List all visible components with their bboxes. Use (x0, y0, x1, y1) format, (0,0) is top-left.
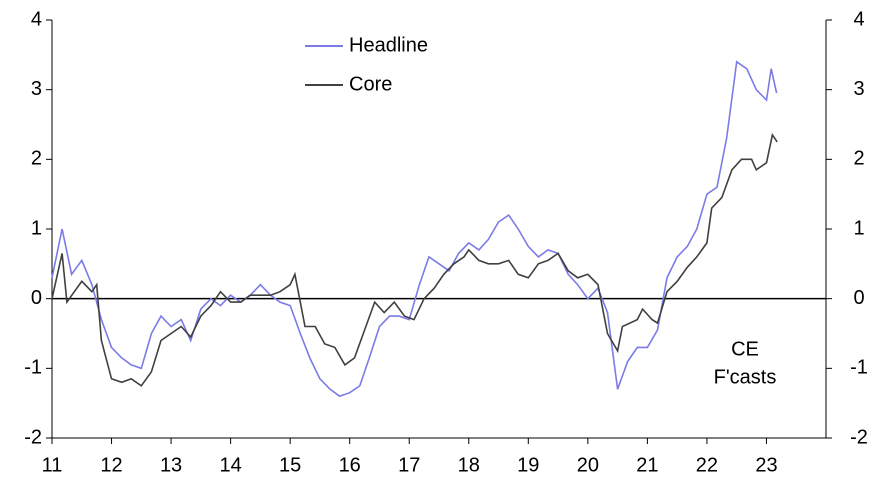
annotation: F'casts (714, 366, 777, 388)
x-tick-label: 16 (339, 454, 361, 476)
y2-tick-label: -2 (850, 426, 868, 448)
series-line (51, 60, 778, 398)
y2-tick-label: 3 (853, 78, 864, 100)
y2-tick-label: 4 (853, 8, 864, 30)
y-tick-label: -2 (24, 426, 42, 448)
y-tick-label: 1 (31, 217, 42, 239)
y-tick-label: 3 (31, 78, 42, 100)
x-tick-label: 23 (755, 454, 777, 476)
x-tick-label: 19 (517, 454, 539, 476)
x-tick-label: 12 (100, 454, 122, 476)
x-tick-label: 17 (398, 454, 420, 476)
y2-tick-label: 2 (853, 148, 864, 170)
x-tick-label: 22 (696, 454, 718, 476)
x-tick-label: 15 (279, 454, 301, 476)
x-tick-label: 21 (636, 454, 658, 476)
y-tick-label: 0 (31, 287, 42, 309)
y-tick-label: 4 (31, 8, 42, 30)
legend-label: Core (349, 73, 392, 95)
annotation: CE (731, 338, 759, 360)
y2-tick-label: 0 (853, 287, 864, 309)
x-tick-label: 11 (42, 454, 63, 476)
legend-label: Headline (349, 34, 428, 56)
x-tick-label: 18 (458, 454, 480, 476)
series-line (51, 132, 778, 387)
y-tick-label: -1 (24, 357, 42, 379)
y-tick-label: 2 (31, 148, 42, 170)
y2-tick-label: -1 (850, 357, 868, 379)
x-tick-label: 14 (219, 454, 241, 476)
x-tick-label: 20 (577, 454, 599, 476)
y2-tick-label: 1 (853, 217, 864, 239)
x-tick-label: 13 (160, 454, 182, 476)
